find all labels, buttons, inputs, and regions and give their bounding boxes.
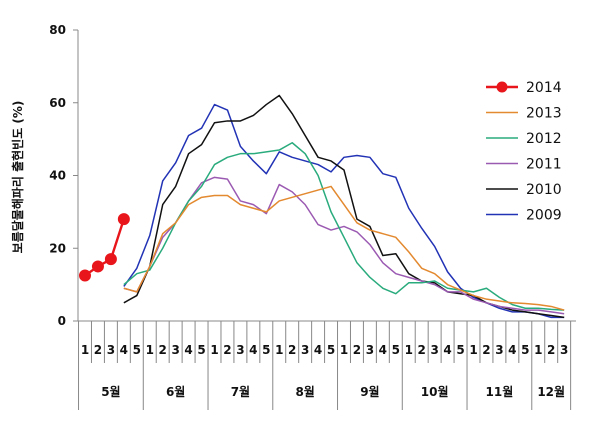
legend-label-2013: 2013 bbox=[526, 106, 562, 122]
legend-label-2010: 2010 bbox=[526, 182, 562, 198]
series-line-2014 bbox=[84, 218, 125, 277]
data-point-2014 bbox=[117, 213, 130, 226]
week-tick-label: 4 bbox=[314, 343, 322, 357]
series-line-2009 bbox=[123, 103, 565, 319]
data-point-2014 bbox=[104, 253, 117, 266]
week-tick-label: 2 bbox=[94, 343, 102, 357]
week-tick-label: 1 bbox=[534, 343, 542, 357]
week-tick-label: 3 bbox=[236, 343, 244, 357]
series-line-2010 bbox=[123, 94, 565, 319]
week-tick-label: 5 bbox=[133, 343, 141, 357]
week-tick-label: 2 bbox=[223, 343, 231, 357]
month-label: 12월 bbox=[537, 384, 565, 399]
week-tick-label: 2 bbox=[159, 343, 167, 357]
week-tick-label: 5 bbox=[456, 343, 464, 357]
y-tick-label: 40 bbox=[49, 169, 66, 183]
week-tick-label: 3 bbox=[107, 343, 115, 357]
week-tick-label: 2 bbox=[288, 343, 296, 357]
week-tick-label: 1 bbox=[146, 343, 154, 357]
week-tick-label: 1 bbox=[469, 343, 477, 357]
week-tick-label: 4 bbox=[184, 343, 192, 357]
week-tick-label: 2 bbox=[547, 343, 555, 357]
legend-label-2009: 2009 bbox=[526, 208, 562, 224]
week-tick-label: 2 bbox=[482, 343, 490, 357]
week-tick-label: 4 bbox=[508, 343, 516, 357]
week-tick-label: 4 bbox=[443, 343, 451, 357]
y-tick-label: 0 bbox=[58, 314, 66, 328]
legend-marker-2014 bbox=[496, 81, 508, 93]
week-tick-label: 2 bbox=[418, 343, 426, 357]
week-tick-label: 1 bbox=[210, 343, 218, 357]
legend-label-2012: 2012 bbox=[526, 131, 562, 147]
legend-label-2011: 2011 bbox=[526, 157, 562, 173]
week-tick-label: 3 bbox=[495, 343, 503, 357]
week-tick-label: 3 bbox=[366, 343, 374, 357]
legend: 2014 2013 2012 2011 2010 2009 bbox=[486, 80, 562, 224]
legend-label-2014: 2014 bbox=[526, 80, 562, 96]
week-tick-label: 4 bbox=[379, 343, 387, 357]
week-tick-label: 5 bbox=[262, 343, 270, 357]
week-tick-label: 3 bbox=[560, 343, 568, 357]
y-tick-label: 80 bbox=[49, 23, 66, 37]
month-label: 8월 bbox=[295, 384, 314, 399]
week-tick-label: 5 bbox=[197, 343, 205, 357]
month-label: 9월 bbox=[360, 384, 379, 399]
week-tick-label: 3 bbox=[301, 343, 309, 357]
data-point-2014 bbox=[79, 269, 91, 282]
week-tick-label: 4 bbox=[120, 343, 128, 357]
week-tick-label: 3 bbox=[171, 343, 179, 357]
week-tick-label: 4 bbox=[249, 343, 257, 357]
week-tick-label: 1 bbox=[340, 343, 348, 357]
week-tick-label: 1 bbox=[81, 343, 89, 357]
month-label: 5월 bbox=[101, 384, 120, 399]
series-line-2013 bbox=[123, 185, 565, 311]
month-label: 11월 bbox=[486, 384, 514, 399]
week-tick-label: 5 bbox=[521, 343, 529, 357]
week-tick-label: 5 bbox=[327, 343, 335, 357]
week-tick-label: 1 bbox=[275, 343, 283, 357]
series-line-2012 bbox=[123, 142, 565, 311]
month-label: 7월 bbox=[231, 384, 250, 399]
month-label: 6월 bbox=[166, 384, 185, 399]
y-tick-label: 60 bbox=[49, 96, 66, 110]
week-tick-label: 3 bbox=[430, 343, 438, 357]
month-label: 10월 bbox=[421, 384, 449, 399]
y-tick-label: 20 bbox=[49, 241, 66, 255]
week-tick-label: 5 bbox=[392, 343, 400, 357]
series-lines bbox=[79, 94, 565, 319]
data-point-2014 bbox=[91, 260, 104, 273]
y-axis-title: 보름달물해파리 출현빈도 (%) bbox=[10, 101, 25, 254]
week-tick-label: 2 bbox=[353, 343, 361, 357]
series-line-2011 bbox=[123, 176, 565, 315]
week-tick-label: 1 bbox=[405, 343, 413, 357]
